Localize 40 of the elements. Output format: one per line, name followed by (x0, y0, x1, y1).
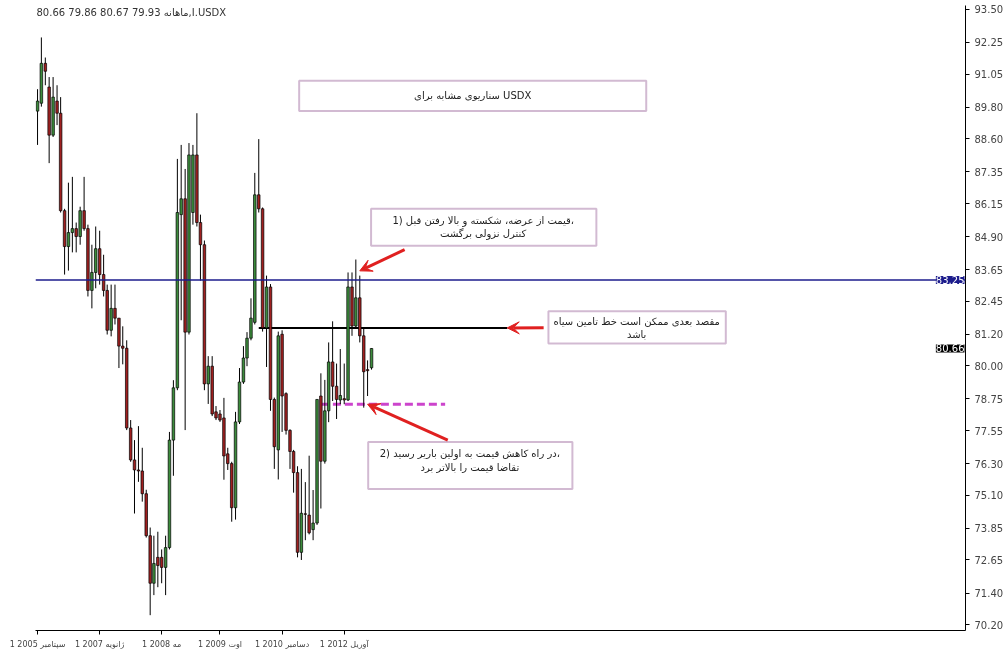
y-tick-label: 76.30 (974, 458, 1004, 470)
y-tick-label: 91.05 (974, 69, 1004, 81)
y-tick-label: 89.80 (974, 102, 1004, 114)
ref-line-label: 83.25 (935, 275, 965, 287)
x-tick-label: 1 ژانویه 2007 (74, 639, 125, 649)
candlestick (152, 535, 156, 596)
y-tick-label: 82.45 (974, 296, 1004, 308)
y-tick-label: 93.50 (974, 4, 1004, 16)
y-tick-label: 86.15 (974, 198, 1004, 210)
y-tick-label: 70.20 (974, 619, 1004, 631)
candlestick (369, 347, 374, 371)
y-tick-label: 84.90 (974, 231, 1004, 243)
y-tick-label: 75.10 (974, 490, 1004, 502)
x-tick-label: 1 مه 2008 (142, 639, 182, 649)
annotation: 1) قیمت از عرضه، شکسته و بالا رفتن قبل، کنترل نزولی برگشت (392, 215, 575, 241)
y-tick-label: 77.55 (974, 425, 1004, 437)
x-tick-label: 1 دسامبر 2010 (254, 639, 310, 649)
y-tick-label: 80.00 (974, 360, 1004, 372)
y-tick-label: 83.65 (974, 264, 1004, 276)
candlestick (66, 182, 71, 272)
y-tick-label: 73.85 (974, 523, 1004, 535)
chart-title: 80.66 79.86 80.67 79.93 ماهانه,I.USDX (36, 6, 227, 18)
x-tick-label: 1 آوریل 2012 (319, 638, 370, 649)
y-tick-label: 92.25 (974, 37, 1004, 49)
annotation: مقصد بعدی ممکن است خط تامین سیاه باشد (553, 315, 720, 340)
candlestick (334, 363, 339, 420)
y-tick-label: 81.20 (974, 329, 1004, 341)
y-tick-label: 71.40 (974, 588, 1004, 600)
candlestick (338, 348, 342, 405)
annotation: 2) در راه کاهش قیمت به اولین باریر رسید، تقاضا قیمت را بالاتر برد (379, 448, 560, 473)
candlestick (109, 284, 113, 337)
y-tick-label: 72.65 (974, 555, 1004, 566)
x-tick-label: 1 سپتامبر 2005 (9, 639, 66, 649)
candlestick (160, 548, 164, 584)
y-tick-label: 78.75 (974, 393, 1004, 405)
annotation: 80.66 (935, 343, 965, 355)
x-tick-label: 1 اوت 2009 (197, 639, 243, 649)
annotation: سناریوی مشابه برای USDX (414, 89, 532, 101)
y-tick-label: 88.60 (974, 133, 1004, 145)
y-tick-label: 87.35 (974, 166, 1004, 178)
